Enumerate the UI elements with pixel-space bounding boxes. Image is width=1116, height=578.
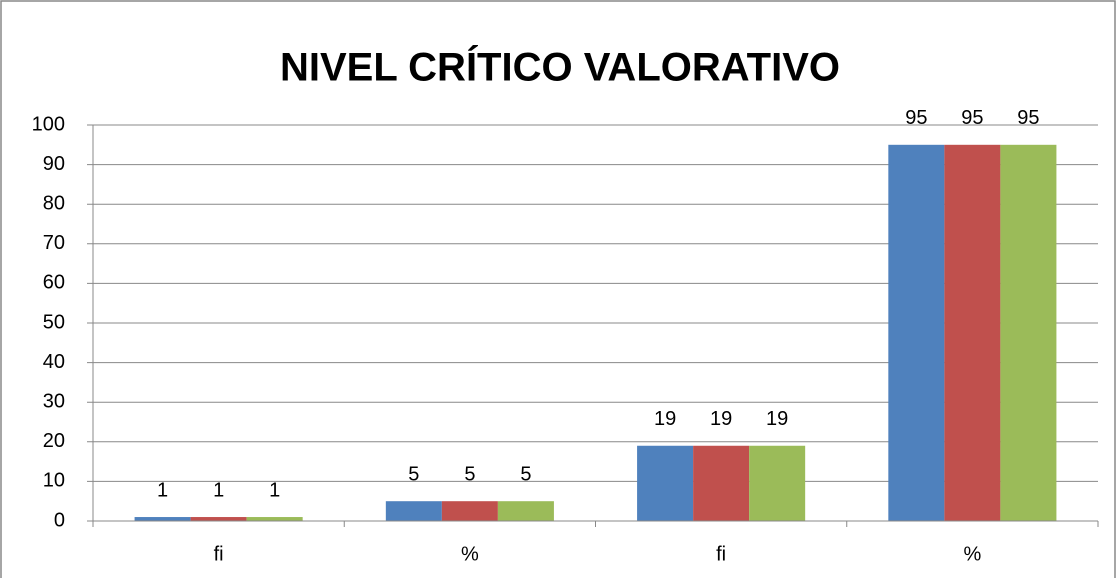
x-tick-label: fi [214, 543, 224, 565]
y-tick-label: 100 [32, 113, 65, 135]
y-tick-label: 40 [43, 351, 65, 373]
bar [637, 445, 694, 521]
y-tick-label: 70 [43, 232, 65, 254]
y-tick-label: 0 [54, 509, 65, 531]
value-label: 1 [269, 479, 280, 501]
bar [385, 501, 442, 521]
bar [134, 517, 191, 521]
y-tick-label: 10 [43, 470, 65, 492]
bar [190, 517, 247, 521]
bar [944, 144, 1001, 522]
value-label: 19 [654, 408, 676, 430]
chart-title: NIVEL CRÍTICO VALORATIVO [280, 45, 840, 90]
y-tick-label: 80 [43, 192, 65, 214]
value-label: 5 [408, 463, 419, 485]
value-label: 5 [464, 463, 475, 485]
x-tick-label: % [963, 543, 981, 565]
value-label: 5 [520, 463, 531, 485]
bar [693, 445, 750, 521]
y-tick-label: 30 [43, 390, 65, 412]
x-tick-label: % [461, 543, 479, 565]
bar [1000, 144, 1057, 522]
y-tick-label: 90 [43, 153, 65, 175]
x-tick-label: fi [716, 543, 726, 565]
y-tick-label: 20 [43, 430, 65, 452]
value-label: 1 [157, 479, 168, 501]
value-label: 19 [710, 408, 732, 430]
bar [246, 517, 303, 521]
value-label: 1 [213, 479, 224, 501]
y-tick-label: 60 [43, 272, 65, 294]
bar [441, 501, 498, 521]
value-label: 95 [905, 107, 927, 129]
bar [749, 445, 806, 521]
value-label: 95 [961, 107, 983, 129]
bar [888, 144, 945, 522]
bar [497, 501, 554, 521]
y-tick-label: 50 [43, 311, 65, 333]
value-label: 95 [1017, 107, 1039, 129]
value-label: 19 [766, 408, 788, 430]
